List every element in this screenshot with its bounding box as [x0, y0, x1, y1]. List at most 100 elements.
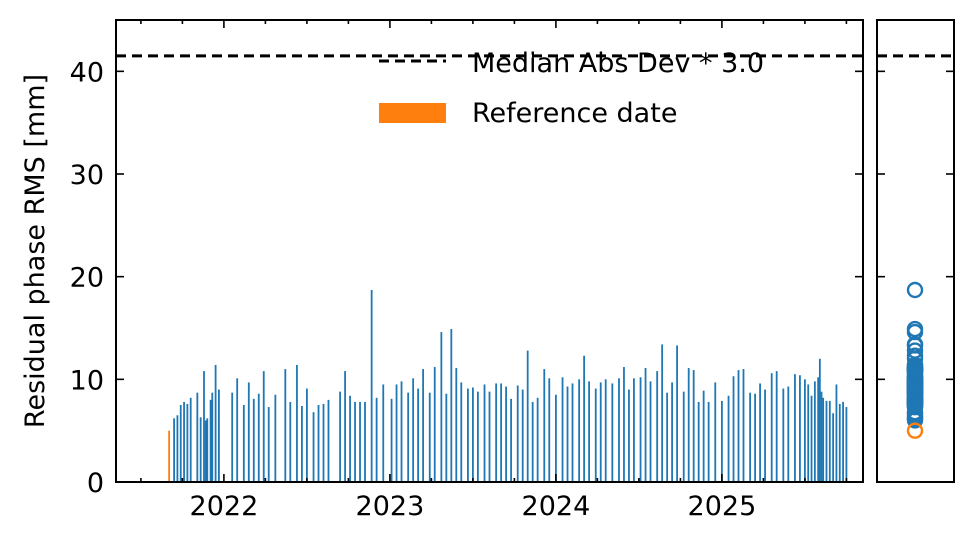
bar: [183, 401, 185, 482]
bar: [555, 394, 557, 482]
side-point: [906, 376, 924, 393]
bar: [828, 400, 831, 482]
bar: [611, 383, 614, 482]
x-tick-label: 2024: [522, 491, 591, 522]
bar: [727, 395, 730, 482]
bar: [206, 418, 209, 482]
bar: [189, 397, 192, 482]
bar: [296, 364, 298, 482]
bar: [176, 415, 179, 482]
bar: [370, 290, 373, 482]
x-tick-label: 2023: [356, 491, 425, 522]
bar: [754, 393, 756, 482]
bar: [775, 371, 778, 482]
bar: [682, 391, 685, 482]
bar: [787, 386, 790, 482]
bar: [407, 392, 410, 482]
side-point: [906, 350, 924, 367]
bar: [327, 399, 330, 482]
reference-bar: [168, 430, 171, 482]
bar: [604, 379, 607, 482]
bar: [599, 382, 602, 482]
bar: [639, 377, 642, 482]
side-point: [906, 320, 924, 338]
bar: [531, 401, 534, 482]
bar: [267, 407, 270, 482]
bar: [476, 391, 479, 482]
bar: [661, 344, 664, 482]
bar: [692, 370, 695, 482]
bar: [247, 382, 250, 482]
bar: [203, 371, 205, 482]
bar: [578, 379, 581, 482]
bar: [794, 374, 796, 482]
x-tick-label: 2025: [688, 491, 757, 522]
side-point: [906, 383, 924, 400]
bar: [289, 401, 292, 482]
bar: [467, 388, 469, 482]
bar: [832, 413, 835, 482]
bar: [196, 392, 199, 482]
bar: [822, 397, 825, 482]
bar: [697, 401, 700, 482]
bar: [455, 368, 458, 482]
bar: [344, 371, 346, 482]
bar: [588, 381, 590, 482]
bar: [749, 392, 752, 482]
bar: [349, 395, 351, 482]
bar: [807, 384, 810, 482]
bar: [445, 393, 448, 482]
bar: [214, 364, 217, 482]
bar: [714, 382, 717, 482]
bar: [583, 355, 586, 482]
bar: [428, 392, 431, 482]
bar: [505, 386, 507, 482]
bar: [218, 389, 220, 482]
side-plot-frame: [876, 19, 955, 483]
bar: [799, 375, 801, 482]
side-point: [906, 342, 924, 359]
bar: [623, 367, 625, 482]
bar: [179, 405, 182, 482]
bar: [764, 389, 766, 482]
bar: [211, 392, 214, 482]
side-point: [906, 398, 924, 416]
bar: [707, 401, 710, 482]
bar: [322, 403, 325, 482]
bar: [199, 417, 202, 482]
bar: [666, 392, 669, 482]
bar: [536, 397, 539, 482]
legend: Median Abs Dev * 3.0 Reference date: [379, 48, 764, 129]
bar: [186, 403, 189, 482]
bar-series: [168, 290, 848, 482]
bar: [782, 388, 785, 482]
bar: [676, 345, 678, 482]
bar: [382, 384, 385, 482]
bar: [339, 391, 341, 482]
y-axis-label: Residual phase RMS [mm]: [20, 74, 51, 428]
bar: [488, 391, 491, 482]
side-point: [906, 393, 924, 411]
bar: [395, 384, 398, 482]
bar: [390, 398, 393, 482]
bar: [312, 412, 315, 482]
bar: [440, 332, 443, 482]
main-plot-area: 0 10 20 30 40 2022 2023 2024 2025: [70, 19, 864, 522]
bar: [417, 388, 420, 482]
bar: [301, 406, 303, 482]
main-axis-ticks: 0 10 20 30 40 2022 2023 2024 2025: [70, 20, 863, 522]
side-reference-point: [906, 422, 924, 439]
bar: [618, 378, 620, 482]
x-tick-label: 2022: [190, 491, 259, 522]
bar: [566, 386, 569, 482]
bar: [561, 377, 564, 482]
bar: [810, 395, 813, 482]
bar: [835, 384, 838, 482]
bar: [687, 368, 690, 482]
legend-reference-swatch: [379, 103, 446, 123]
bar: [721, 400, 723, 482]
bar: [825, 400, 828, 482]
bar: [649, 381, 652, 482]
bar: [354, 401, 356, 482]
